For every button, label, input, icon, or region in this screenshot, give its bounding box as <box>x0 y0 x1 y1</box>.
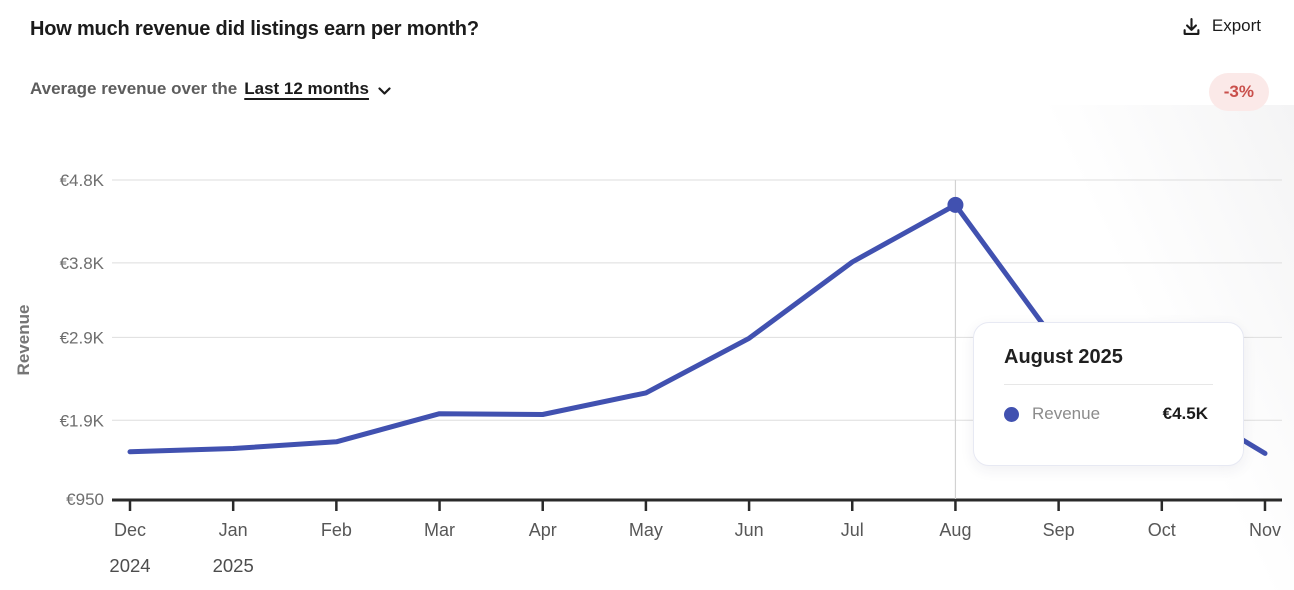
download-icon <box>1182 17 1201 36</box>
export-button[interactable]: Export <box>1182 16 1261 36</box>
tooltip-series-value: €4.5K <box>1162 404 1208 423</box>
x-tick-label: Feb <box>321 520 352 540</box>
page-title: How much revenue did listings earn per m… <box>30 18 479 40</box>
tooltip-title: August 2025 <box>1004 346 1123 368</box>
series-dot-icon <box>1004 406 1019 422</box>
x-tick-label: Sep <box>1043 520 1075 540</box>
delta-badge: -3% <box>1208 73 1269 111</box>
tooltip-series-row: Revenue €4.5K <box>1004 404 1208 424</box>
date-range-label: Last 12 months <box>244 79 369 98</box>
chevron-down-icon <box>378 86 391 95</box>
x-tick-label: May <box>629 520 663 540</box>
x-tick-label: Dec <box>114 520 146 540</box>
tooltip-series-label: Revenue <box>1032 404 1101 423</box>
x-tick-label: Jul <box>841 520 864 540</box>
tooltip-divider <box>1004 384 1213 385</box>
y-tick-label: €1.9K <box>60 411 105 430</box>
subtitle-prefix: Average revenue over the <box>30 79 238 98</box>
date-range-dropdown[interactable]: Last 12 months <box>244 79 391 99</box>
x-tick-year-label: 2025 <box>213 555 254 576</box>
y-tick-label: €4.8K <box>60 171 105 190</box>
y-axis-title: Revenue <box>14 305 33 376</box>
x-tick-label: Oct <box>1148 520 1176 540</box>
x-tick-label: Aug <box>939 520 971 540</box>
x-tick-year-label: 2024 <box>109 555 150 576</box>
y-tick-label: €950 <box>66 490 104 509</box>
data-point-marker[interactable] <box>947 196 964 213</box>
x-tick-label: Jan <box>219 520 248 540</box>
subtitle: Average revenue over the Last 12 months <box>30 79 391 99</box>
y-tick-label: €2.9K <box>60 328 105 347</box>
x-tick-label: Jun <box>735 520 764 540</box>
x-tick-label: Mar <box>424 520 455 540</box>
export-button-label: Export <box>1211 16 1261 35</box>
y-tick-label: €3.8K <box>60 254 105 273</box>
x-tick-label: Apr <box>529 520 557 540</box>
x-tick-label: Nov <box>1249 520 1281 540</box>
chart-tooltip: August 2025 Revenue €4.5K <box>973 322 1244 466</box>
